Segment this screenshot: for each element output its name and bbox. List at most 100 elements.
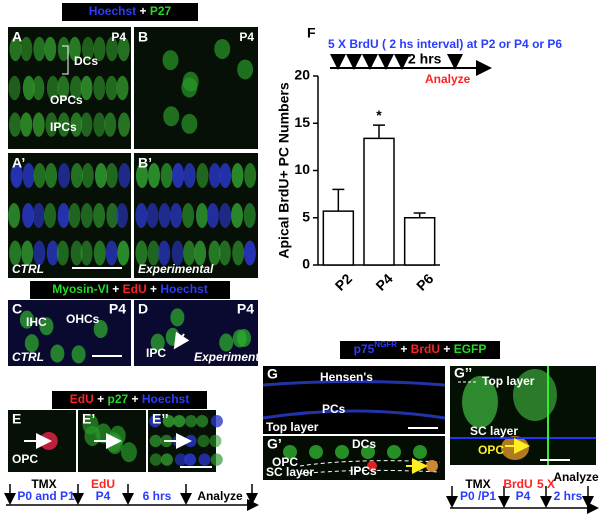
cell: [80, 75, 93, 101]
cell: [80, 112, 93, 137]
cell-label: DCs: [352, 437, 376, 451]
header-bg: [62, 3, 198, 21]
cell-label: IHC: [26, 315, 47, 329]
header-word: +: [400, 342, 407, 356]
cell-label: OHCs: [66, 312, 100, 326]
cell: [58, 163, 71, 188]
panel-letter: E’’: [152, 411, 169, 427]
header-word: p75: [354, 342, 375, 356]
cell: [106, 203, 119, 228]
cell: [33, 163, 46, 188]
cell: [195, 203, 208, 228]
panel-letter: A’: [12, 155, 25, 171]
cell: [198, 453, 211, 466]
cell: [501, 436, 529, 460]
cell: [57, 75, 70, 101]
cell: [82, 414, 99, 435]
cell: [117, 240, 130, 266]
header-word: Hoechst: [160, 282, 207, 296]
cell: [70, 240, 83, 266]
cell: [81, 36, 94, 62]
cell: [22, 203, 35, 228]
panel-header: EdU + p27 + Hoechst: [70, 392, 189, 406]
cell: [219, 333, 234, 352]
cell: [50, 344, 65, 363]
cell-label: OPC: [12, 452, 38, 466]
x-tick-label: P2: [332, 270, 356, 294]
cell-label: SC layer: [470, 424, 518, 438]
cell: [209, 434, 222, 448]
cell: [335, 445, 349, 459]
cell: [232, 240, 245, 266]
cell: [32, 112, 45, 137]
cell: [237, 329, 252, 348]
header-bg: [30, 281, 230, 299]
panel-letter: B: [138, 29, 148, 45]
bar: [403, 217, 436, 266]
cell: [57, 112, 70, 137]
cell: [68, 203, 81, 228]
layer-band: [262, 409, 446, 420]
cell: [57, 36, 70, 62]
header-word: EdU: [123, 282, 147, 296]
cell: [44, 203, 57, 228]
cell: [10, 163, 23, 188]
cell: [116, 75, 129, 101]
cell-label: Hensen's: [320, 370, 373, 384]
panel-header: Myosin-VI + EdU + Hoechst: [52, 282, 207, 296]
timeline-label: BrdU: [503, 477, 532, 491]
header-word: NGFR: [374, 340, 397, 349]
panel-letter: C: [12, 301, 22, 317]
panel-letter: E’: [82, 411, 95, 427]
cell: [184, 453, 197, 466]
cell: [413, 445, 427, 459]
cell: [210, 453, 223, 466]
cell: [46, 240, 59, 266]
stage: P4: [239, 30, 254, 44]
cell: [173, 414, 186, 428]
y-tick-label: 10: [294, 161, 310, 177]
cell: [8, 75, 21, 101]
cell: [146, 203, 159, 228]
header-word: Hoechst: [89, 4, 136, 18]
cell: [196, 163, 209, 188]
cell-label: PCs: [322, 402, 346, 416]
bar: [322, 210, 355, 266]
stage: P4: [109, 301, 126, 317]
cell: [81, 163, 94, 188]
header-word: +: [132, 392, 139, 406]
annotation: *: [376, 107, 382, 123]
panel-header: p75NGFR + BrdU + EGFP: [354, 337, 487, 356]
cell: [513, 369, 557, 421]
cell-label: OPCs: [50, 93, 83, 107]
header-word: +: [150, 282, 157, 296]
cell: [158, 240, 171, 266]
cell: [387, 445, 401, 459]
cell: [174, 453, 187, 466]
cell-label: DCs: [74, 54, 98, 68]
cell: [21, 240, 34, 266]
cell-label: Top layer: [482, 374, 535, 388]
timeline-label: 6 hrs: [143, 489, 172, 503]
panel-letter: E: [12, 411, 21, 427]
cell: [219, 163, 232, 188]
cell: [170, 203, 183, 228]
cell: [182, 71, 199, 92]
cell: [93, 240, 106, 266]
cell: [158, 203, 171, 228]
cell: [197, 434, 210, 448]
cell-label: IPCs: [50, 120, 77, 134]
arrow: [173, 331, 190, 350]
cell: [104, 112, 117, 137]
stage: P4: [111, 30, 126, 44]
header-word: Myosin-VI: [52, 282, 109, 296]
cell: [182, 203, 195, 228]
header-word: Hoechst: [142, 392, 189, 406]
header-word: EdU: [70, 392, 94, 406]
cell: [9, 36, 22, 62]
timeline-label: P0 /P1: [460, 489, 496, 503]
x-tick-label: P6: [413, 270, 437, 294]
cell: [33, 36, 46, 62]
panel-letter: B’: [138, 155, 152, 171]
panel-letter: F: [307, 25, 316, 41]
